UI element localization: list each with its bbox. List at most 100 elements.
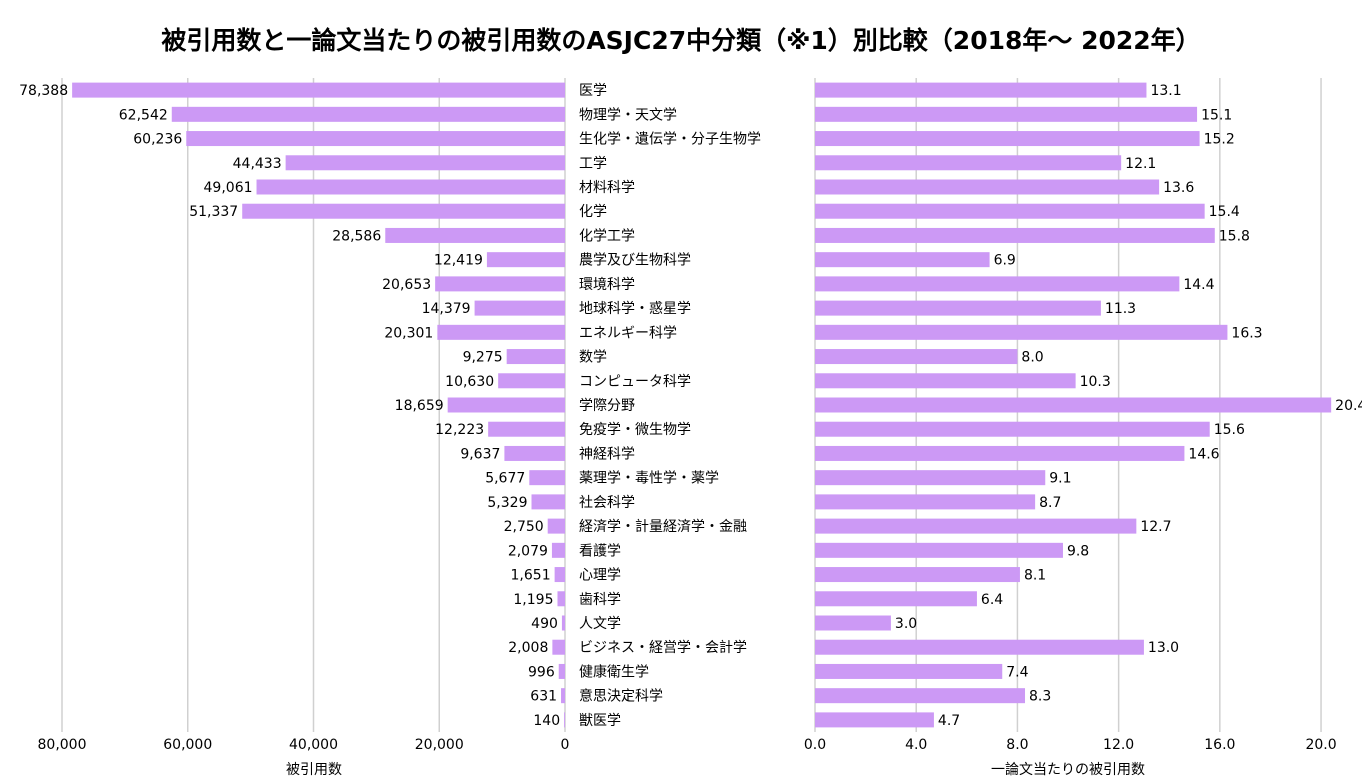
bar: [561, 688, 565, 704]
category-label: 数学: [579, 350, 607, 366]
category-label: エネルギー科学: [579, 325, 677, 341]
bar: [815, 155, 1122, 171]
category-label: 工学: [579, 156, 607, 172]
data-label: 5,677: [485, 471, 525, 487]
data-label: 3.0: [895, 616, 917, 632]
bar: [815, 131, 1200, 147]
data-label: 20,653: [382, 277, 431, 293]
chart-title: 被引用数と一論文当たりの被引用数のASJC27中分類（※1）別比較（2018年～…: [161, 26, 1200, 55]
bar: [815, 591, 977, 607]
data-label: 14.4: [1183, 277, 1214, 293]
data-label: 2,008: [508, 640, 548, 656]
data-label: 15.6: [1214, 422, 1245, 438]
data-label: 15.2: [1204, 132, 1235, 148]
x-tick-label: 80,000: [38, 737, 87, 753]
bar: [815, 494, 1036, 510]
data-label: 20,301: [384, 325, 433, 341]
category-label: 看護学: [579, 543, 621, 559]
bar: [72, 82, 566, 98]
x-tick-label: 20,000: [415, 737, 464, 753]
bar: [435, 276, 565, 292]
bar: [815, 252, 990, 268]
data-label: 8.7: [1039, 495, 1061, 511]
category-label: 社会科学: [579, 495, 635, 511]
bar: [815, 639, 1144, 655]
data-label: 51,337: [189, 204, 238, 220]
category-label: 環境科学: [579, 277, 635, 293]
x-tick-label: 16.0: [1204, 737, 1235, 753]
bar: [815, 227, 1215, 243]
data-label: 14.6: [1188, 446, 1219, 462]
bar: [815, 300, 1101, 316]
x-axis-label: 一論文当たりの被引用数: [991, 762, 1145, 778]
category-label: 歯科学: [579, 592, 621, 608]
x-tick-label: 12.0: [1103, 737, 1134, 753]
x-tick-label: 0.0: [804, 737, 826, 753]
bar: [447, 397, 565, 413]
bar: [815, 203, 1205, 219]
data-label: 7.4: [1006, 664, 1028, 680]
bar: [385, 227, 565, 243]
category-label: 学際分野: [579, 398, 635, 414]
data-label: 9.8: [1067, 543, 1089, 559]
category-label: ビジネス・経営学・会計学: [579, 640, 747, 656]
bar: [815, 179, 1160, 195]
data-label: 8.0: [1021, 350, 1043, 366]
bar: [242, 203, 565, 219]
bar: [815, 470, 1046, 486]
data-label: 490: [531, 616, 558, 632]
bar: [815, 324, 1228, 340]
data-label: 78,388: [19, 83, 68, 99]
bar: [488, 421, 565, 437]
bar: [815, 615, 891, 631]
data-label: 12.1: [1125, 156, 1156, 172]
x-tick-label: 0: [561, 737, 570, 753]
data-label: 5,329: [487, 495, 527, 511]
bar: [437, 324, 565, 340]
data-label: 12,419: [434, 253, 483, 269]
data-label: 2,750: [504, 519, 544, 535]
bar: [815, 397, 1332, 413]
data-label: 9.1: [1049, 471, 1071, 487]
data-label: 6.9: [994, 253, 1016, 269]
data-label: 16.3: [1231, 325, 1262, 341]
category-label: 化学工学: [579, 228, 635, 244]
data-label: 62,542: [119, 107, 168, 123]
x-tick-label: 60,000: [163, 737, 212, 753]
data-label: 1,195: [513, 592, 553, 608]
data-label: 4.7: [938, 713, 960, 729]
bar: [552, 639, 565, 655]
x-tick-label: 20.0: [1305, 737, 1336, 753]
bar: [815, 712, 934, 728]
bar: [547, 518, 565, 534]
bar: [285, 155, 565, 171]
bar: [256, 179, 565, 195]
data-label: 20.4: [1335, 398, 1362, 414]
bar: [815, 82, 1147, 98]
category-label: 材料科学: [579, 180, 635, 196]
data-label: 13.6: [1163, 180, 1194, 196]
data-label: 2,079: [508, 543, 548, 559]
category-label: 薬理学・毒性学・薬学: [579, 471, 719, 487]
bar: [529, 470, 565, 486]
bar: [171, 106, 565, 122]
bar: [498, 373, 565, 389]
bar: [186, 131, 565, 147]
data-label: 10,630: [445, 374, 494, 390]
data-label: 60,236: [133, 132, 182, 148]
data-label: 44,433: [233, 156, 282, 172]
data-label: 49,061: [204, 180, 253, 196]
category-label: 化学: [579, 204, 607, 220]
category-label: 人文学: [579, 616, 621, 632]
bar: [815, 373, 1076, 389]
category-label: 物理学・天文学: [579, 107, 677, 123]
bar: [815, 663, 1003, 679]
bar: [815, 542, 1063, 558]
category-label: 農学及び生物科学: [579, 253, 691, 269]
data-label: 631: [530, 689, 557, 705]
data-label: 996: [528, 664, 555, 680]
bar: [815, 567, 1020, 583]
bar: [558, 663, 565, 679]
data-label: 12,223: [435, 422, 484, 438]
data-label: 8.3: [1029, 689, 1051, 705]
